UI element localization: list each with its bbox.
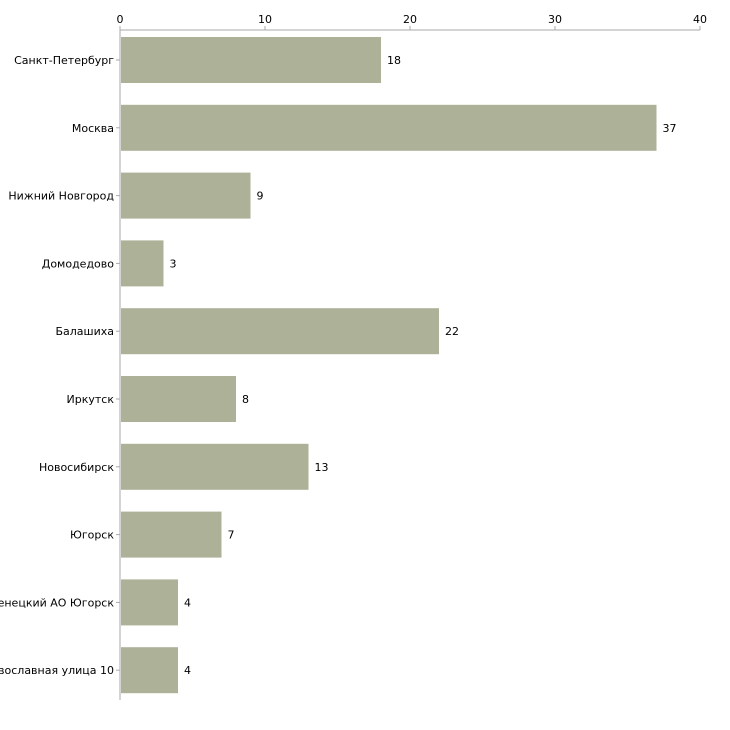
data-label: 22 xyxy=(445,325,459,338)
bar xyxy=(121,579,178,626)
x-tick-label: 30 xyxy=(548,13,562,26)
bar xyxy=(121,37,381,83)
x-tick-label: 10 xyxy=(258,13,272,26)
axis-layer: 0 10 20 30 40 xyxy=(116,13,707,700)
data-label: 4 xyxy=(184,664,191,677)
bar xyxy=(121,511,222,558)
category-label: Югорск xyxy=(70,529,114,542)
category-label: Новосибирск xyxy=(39,461,114,474)
data-label: 8 xyxy=(242,393,249,406)
data-label: 13 xyxy=(315,461,329,474)
x-tick-label: 20 xyxy=(403,13,417,26)
data-label: 4 xyxy=(184,596,191,609)
category-label: Домодедово xyxy=(42,257,115,270)
category-label: Балашиха xyxy=(55,325,114,338)
data-label: 3 xyxy=(170,257,177,270)
x-tick-label: 0 xyxy=(117,13,124,26)
category-label: Ненецкий АО Югорск xyxy=(0,596,114,609)
data-label: 37 xyxy=(663,122,677,135)
bars-layer xyxy=(121,37,657,694)
bar xyxy=(121,376,236,422)
x-tick-label: 40 xyxy=(693,13,707,26)
category-label: Православная улица 10 xyxy=(0,664,114,677)
data-label: 9 xyxy=(257,190,264,203)
data-label: 18 xyxy=(387,54,401,67)
bar xyxy=(121,647,178,694)
category-label: Иркутск xyxy=(67,393,115,406)
category-label: Санкт-Петербург xyxy=(14,54,114,67)
bar xyxy=(121,308,439,355)
category-label: Москва xyxy=(72,122,114,135)
bar xyxy=(121,104,657,151)
data-label: 7 xyxy=(228,529,235,542)
category-label: Нижний Новгород xyxy=(8,190,114,203)
bar xyxy=(121,443,309,490)
bar xyxy=(121,240,164,287)
bar xyxy=(121,172,251,219)
